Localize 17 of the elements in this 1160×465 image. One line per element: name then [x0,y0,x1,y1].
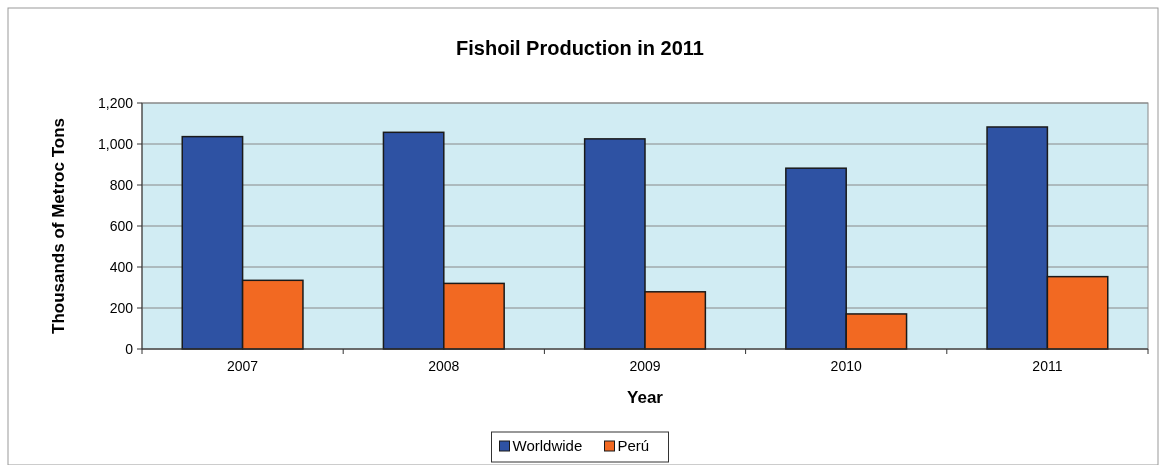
x-tick-label: 2009 [629,358,661,374]
x-axis-title: Year [627,388,664,407]
chart-title: Fishoil Production in 2011 [456,37,704,59]
y-axis-title: Thousands of Metroc Tons [49,118,68,334]
y-tick-label: 200 [109,299,134,316]
legend-label: Worldwide [512,437,583,454]
y-tick-label: 400 [109,258,134,275]
legend-label: Perú [617,437,650,454]
y-tick-label: 800 [109,176,134,193]
y-tick-label: 1,200 [97,94,134,111]
x-tick-label: 2007 [227,358,259,374]
x-tick-label: 2008 [428,358,460,374]
x-tick-label: 2010 [830,358,862,374]
x-tick-label: 2011 [1032,358,1063,374]
y-tick-label: 600 [109,217,134,234]
y-tick-label: 0 [125,340,134,357]
y-tick-label: 1,000 [97,135,134,152]
